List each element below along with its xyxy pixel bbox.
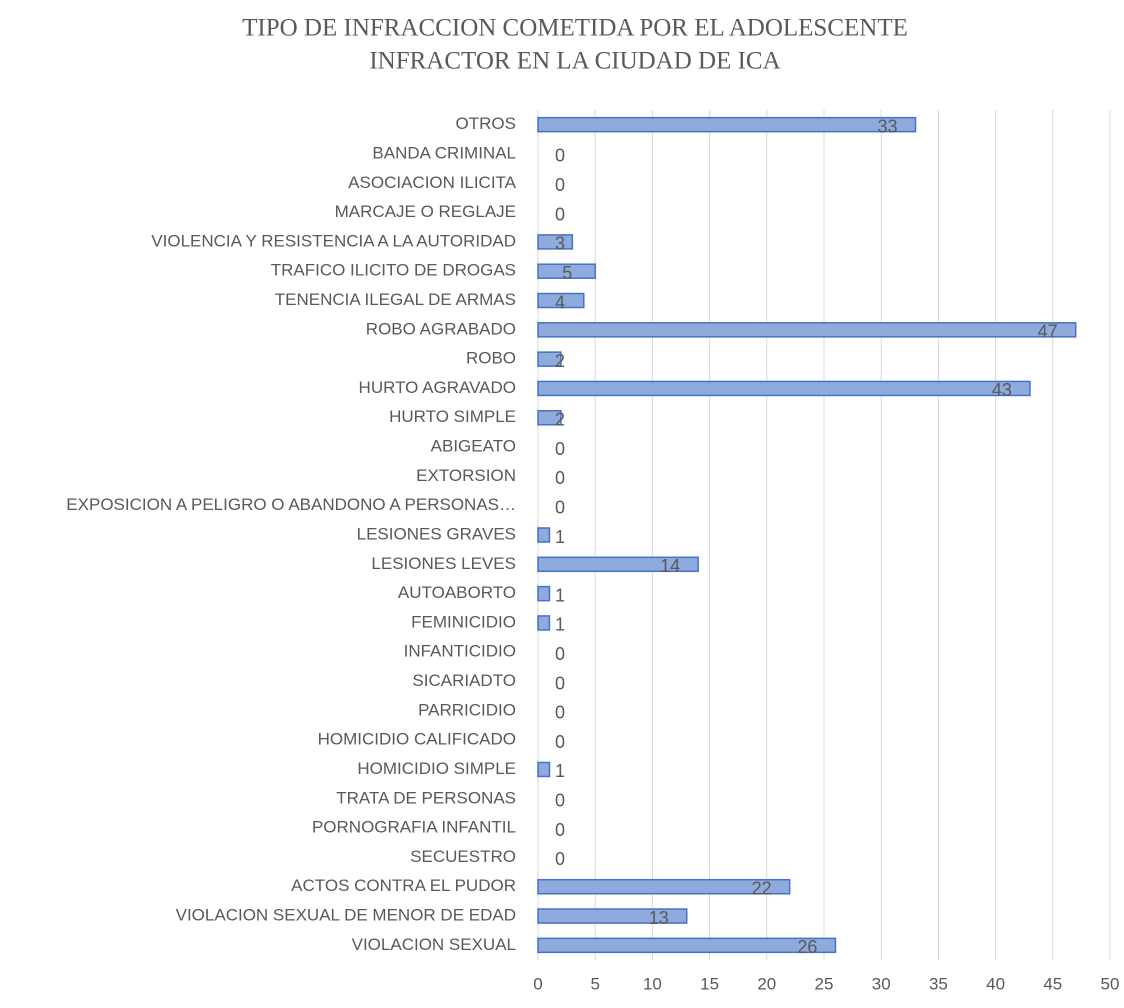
- bar: [537, 322, 1077, 338]
- data-label: 47: [1038, 322, 1058, 342]
- y-tick-label: HOMICIDIO SIMPLE: [357, 759, 516, 778]
- data-label: 0: [555, 673, 565, 693]
- y-tick-label: ROBO: [466, 349, 516, 368]
- x-tick-label: 20: [757, 974, 776, 993]
- y-tick-label: EXTORSION: [416, 466, 516, 485]
- x-tick-label: 35: [929, 974, 948, 993]
- y-tick-label: OTROS: [456, 114, 516, 133]
- data-label: 13: [649, 908, 669, 928]
- x-tick-label: 0: [533, 974, 542, 993]
- data-label: 0: [555, 849, 565, 869]
- data-label: 0: [555, 644, 565, 664]
- y-tick-label: HURTO SIMPLE: [389, 407, 516, 426]
- data-label: 0: [555, 439, 565, 459]
- y-tick-label: TRATA DE PERSONAS: [336, 788, 516, 807]
- chart-title: TIPO DE INFRACCION COMETIDA POR EL ADOLE…: [242, 15, 908, 42]
- data-label: 5: [562, 263, 572, 283]
- bar: [537, 878, 791, 895]
- bar: [537, 615, 551, 631]
- bar: [537, 410, 562, 426]
- y-tick-label: VIOLACION SEXUAL DE MENOR DE EDAD: [176, 906, 516, 925]
- data-label: 2: [555, 351, 565, 371]
- x-tick-label: 25: [815, 974, 834, 993]
- bar: [537, 234, 574, 250]
- data-label: 0: [555, 497, 565, 517]
- y-tick-label: VIOLACION SEXUAL: [352, 935, 516, 954]
- bar: [537, 527, 551, 543]
- y-tick-label: SECUESTRO: [410, 847, 516, 866]
- data-label: 33: [878, 116, 898, 136]
- data-label: 3: [555, 234, 565, 254]
- y-tick-label: FEMINICIDIO: [411, 612, 516, 631]
- data-label: 0: [555, 732, 565, 752]
- y-tick-label: BANDA CRIMINAL: [372, 143, 516, 162]
- y-tick-label: TENENCIA ILEGAL DE ARMAS: [275, 290, 516, 309]
- chart-title: INFRACTOR EN LA CIUDAD DE ICA: [369, 48, 780, 75]
- y-tick-label: EXPOSICION A PELIGRO O ABANDONO A PERSON…: [66, 495, 516, 514]
- y-tick-label: ASOCIACION ILICITA: [348, 173, 516, 192]
- y-tick-label: LESIONES LEVES: [371, 554, 516, 573]
- bar: [537, 380, 1031, 397]
- x-tick-label: 40: [986, 974, 1005, 993]
- y-tick-label: PORNOGRAFIA INFANTIL: [312, 818, 516, 837]
- x-tick-label: 15: [700, 974, 719, 993]
- data-label: 4: [555, 292, 565, 312]
- x-tick-label: 5: [590, 974, 599, 993]
- y-tick-label: VIOLENCIA Y RESISTENCIA A LA AUTORIDAD: [151, 231, 516, 250]
- x-tick-label: 50: [1101, 974, 1120, 993]
- data-label: 0: [555, 791, 565, 811]
- data-label: 14: [660, 556, 680, 576]
- x-tick-label: 10: [643, 974, 662, 993]
- bar: [537, 761, 551, 778]
- bar: [537, 585, 551, 602]
- data-label: 0: [555, 703, 565, 723]
- data-label: 1: [555, 615, 565, 635]
- y-tick-label: AUTOABORTO: [398, 583, 516, 602]
- y-tick-label: HOMICIDIO CALIFICADO: [318, 730, 516, 749]
- data-label: 0: [555, 146, 565, 166]
- y-tick-label: MARCAJE O REGLAJE: [335, 202, 516, 221]
- y-tick-label: HURTO AGRAVADO: [359, 378, 516, 397]
- bar: [537, 937, 837, 954]
- data-label: 0: [555, 820, 565, 840]
- y-tick-label: TRAFICO ILICITO DE DROGAS: [271, 261, 516, 280]
- data-label: 1: [555, 527, 565, 547]
- y-tick-label: ACTOS CONTRA EL PUDOR: [291, 876, 516, 895]
- bar: [537, 908, 688, 924]
- data-label: 0: [555, 204, 565, 224]
- bar: [537, 263, 596, 279]
- data-label: 0: [555, 175, 565, 195]
- data-label: 26: [797, 937, 817, 957]
- data-label: 22: [752, 878, 772, 898]
- y-tick-label: INFANTICIDIO: [404, 642, 516, 661]
- bar: [537, 292, 585, 309]
- data-label: 43: [992, 380, 1012, 400]
- bar: [537, 556, 699, 573]
- y-tick-label: ROBO AGRABADO: [366, 319, 516, 338]
- y-tick-label: LESIONES GRAVES: [357, 524, 516, 543]
- x-tick-label: 45: [1043, 974, 1062, 993]
- data-label: 1: [555, 761, 565, 781]
- x-tick-label: 30: [872, 974, 891, 993]
- y-tick-label: ABIGEATO: [431, 437, 516, 456]
- bar: [537, 351, 562, 367]
- bar: [537, 116, 917, 133]
- data-label: 2: [555, 410, 565, 430]
- data-label: 0: [555, 468, 565, 488]
- y-tick-label: SICARIADTO: [412, 671, 516, 690]
- data-label: 1: [555, 585, 565, 605]
- y-tick-label: PARRICIDIO: [418, 700, 516, 719]
